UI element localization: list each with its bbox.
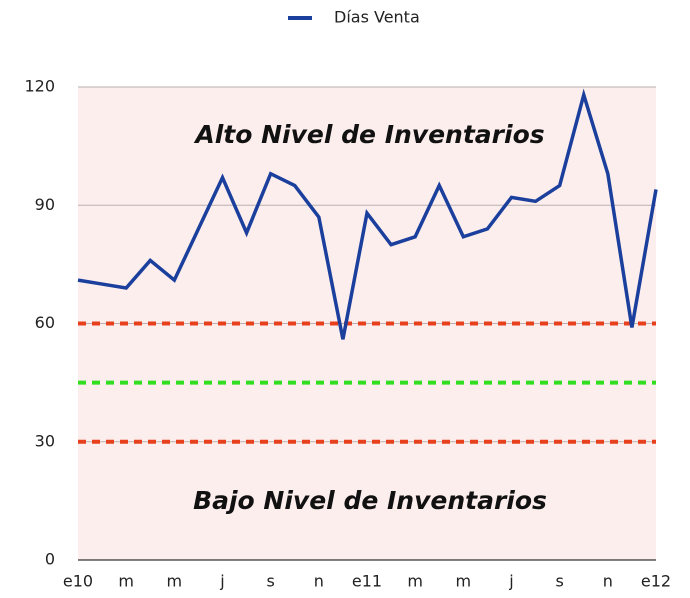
x-tick-label: m bbox=[456, 572, 472, 591]
x-tick-label: n bbox=[603, 572, 613, 591]
x-tick-label: e12 bbox=[641, 572, 671, 591]
y-tick-label: 120 bbox=[24, 77, 55, 96]
x-tick-label: e11 bbox=[352, 572, 382, 591]
y-tick-label: 90 bbox=[35, 195, 55, 214]
x-tick-label: s bbox=[266, 572, 274, 591]
x-tick-label: m bbox=[407, 572, 423, 591]
x-tick-label: m bbox=[167, 572, 183, 591]
x-tick-label: s bbox=[555, 572, 563, 591]
legend-label: Días Venta bbox=[334, 8, 420, 27]
y-tick-label: 30 bbox=[35, 431, 55, 450]
x-tick-label: m bbox=[118, 572, 134, 591]
x-tick-label: j bbox=[508, 572, 513, 591]
y-tick-label: 0 bbox=[45, 550, 55, 569]
annotation: Alto Nivel de Inventarios bbox=[193, 120, 544, 149]
y-tick-label: 60 bbox=[35, 313, 55, 332]
x-tick-label: j bbox=[219, 572, 224, 591]
x-tick-label: n bbox=[314, 572, 324, 591]
x-tick-label: e10 bbox=[63, 572, 93, 591]
annotation: Bajo Nivel de Inventarios bbox=[193, 486, 547, 515]
series-line bbox=[77, 88, 658, 340]
